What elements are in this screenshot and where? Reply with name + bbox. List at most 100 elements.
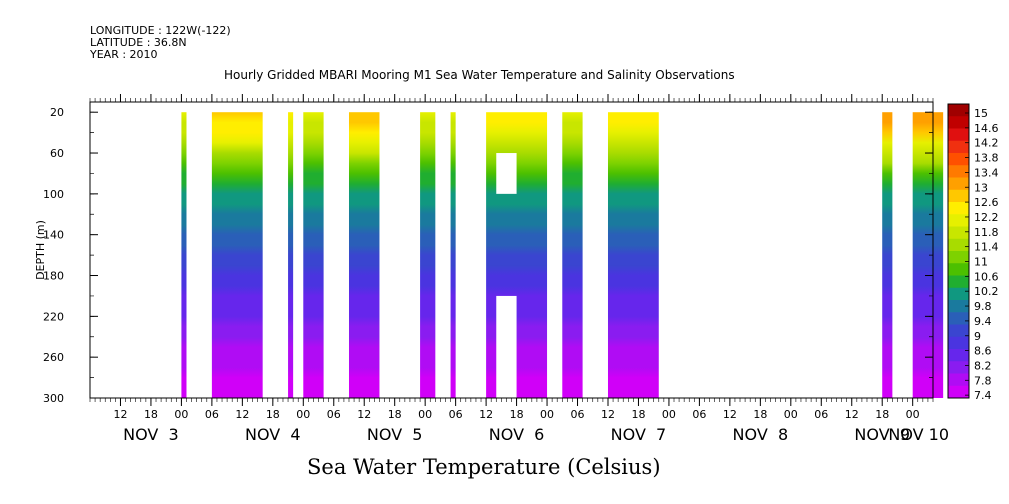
data-segment	[882, 112, 893, 398]
x-tick-label: 06	[571, 408, 585, 421]
colorbar-label: 8.2	[974, 359, 992, 372]
colorbar-swatch	[948, 263, 969, 276]
chart-title: Hourly Gridded MBARI Mooring M1 Sea Wate…	[224, 68, 735, 82]
colorbar-label: 7.8	[974, 374, 992, 387]
x-tick-label: 00	[174, 408, 188, 421]
colorbar-label: 14.2	[974, 137, 999, 150]
x-tick-label: 18	[510, 408, 524, 421]
x-tick-label: 06	[449, 408, 463, 421]
x-tick-label: 06	[692, 408, 706, 421]
y-tick-label: 140	[43, 229, 64, 242]
x-tick-label: 12	[235, 408, 249, 421]
x-day-label: NOV 10	[888, 425, 949, 444]
x-axis-label: Sea Water Temperature (Celsius)	[307, 455, 661, 479]
colorbar-swatch	[948, 177, 969, 191]
data-segment	[912, 112, 944, 398]
x-tick-label: 18	[875, 408, 889, 421]
colorbar-swatch	[948, 165, 969, 178]
colorbar-swatch	[948, 385, 969, 399]
colorbar-label: 11.4	[974, 241, 999, 254]
colorbar-label: 12.2	[974, 211, 999, 224]
colorbar-swatch	[948, 140, 969, 154]
colorbar-label: 13.4	[974, 166, 999, 179]
colorbar-label: 10.6	[974, 270, 999, 283]
x-tick-label: 00	[784, 408, 798, 421]
colorbar-swatch	[948, 153, 969, 166]
x-day-label: NOV 4	[245, 425, 301, 444]
x-day-label: NOV 7	[611, 425, 667, 444]
x-day-label: NOV 9	[854, 425, 910, 444]
colorbar-swatch	[948, 238, 969, 252]
colorbar-swatch	[948, 336, 969, 350]
colorbar-label: 9.8	[974, 300, 992, 313]
year-label: YEAR : 2010	[90, 48, 158, 61]
x-tick-label: 12	[357, 408, 371, 421]
colorbar-swatch	[948, 116, 969, 129]
data-gap	[496, 295, 517, 398]
y-tick-label: 100	[43, 188, 64, 201]
x-tick-label: 00	[662, 408, 676, 421]
colorbar-swatch	[948, 226, 969, 240]
y-tick-label: 60	[50, 147, 64, 160]
colorbar-frame	[947, 103, 970, 399]
longitude-label: LONGITUDE : 122W(-122)	[90, 24, 231, 37]
data-segment	[420, 112, 436, 398]
colorbar-label: 11.8	[974, 226, 999, 239]
colorbar-swatch	[948, 128, 969, 142]
colorbar-swatch	[948, 324, 969, 338]
data-segment	[607, 112, 659, 398]
data-segment	[303, 112, 324, 398]
colorbar-swatch	[948, 202, 969, 215]
colorbar-label: 7.4	[974, 389, 992, 402]
y-tick-label: 260	[43, 351, 64, 364]
x-tick-label: 18	[266, 408, 280, 421]
colorbar-swatch	[948, 312, 969, 325]
colorbar-swatch	[948, 275, 969, 289]
x-day-label: NOV 6	[489, 425, 545, 444]
colorbar-label: 9	[974, 330, 981, 343]
colorbar-swatch	[948, 251, 969, 264]
data-segment	[211, 112, 263, 398]
data-segment	[450, 112, 456, 398]
x-tick-label: 06	[205, 408, 219, 421]
x-tick-label: 00	[296, 408, 310, 421]
colorbar-swatch	[948, 214, 969, 227]
y-axis-label: DEPTH (m)	[34, 220, 47, 280]
x-tick-label: 12	[845, 408, 859, 421]
y-tick-label: 180	[43, 270, 64, 283]
x-tick-label: 12	[723, 408, 737, 421]
x-tick-label: 12	[601, 408, 615, 421]
colorbar-swatch	[948, 361, 969, 374]
colorbar-swatch	[948, 349, 969, 362]
colorbar-label: 15	[974, 107, 988, 120]
colorbar-swatch	[948, 104, 969, 117]
colorbar-label: 8.6	[974, 345, 992, 358]
y-tick-label: 20	[50, 106, 64, 119]
x-tick-label: 18	[631, 408, 645, 421]
colorbar-label: 12.6	[974, 196, 999, 209]
x-day-label: NOV 8	[733, 425, 789, 444]
data-segment	[288, 112, 294, 398]
x-tick-label: 06	[327, 408, 341, 421]
x-tick-label: 00	[418, 408, 432, 421]
x-tick-label: 18	[388, 408, 402, 421]
x-day-label: NOV 3	[123, 425, 179, 444]
x-day-label: NOV 5	[367, 425, 423, 444]
y-tick-label: 300	[43, 392, 64, 405]
colorbar-swatch	[948, 300, 969, 313]
x-tick-label: 18	[753, 408, 767, 421]
latitude-label: LATITUDE : 36.8N	[90, 36, 187, 49]
x-tick-label: 00	[540, 408, 554, 421]
colorbar-label: 13	[974, 181, 988, 194]
colorbar-swatch	[948, 373, 969, 387]
x-tick-label: 12	[113, 408, 127, 421]
colorbar-label: 14.6	[974, 122, 999, 135]
colorbar-label: 13.8	[974, 152, 999, 165]
x-tick-label: 18	[144, 408, 158, 421]
colorbar-swatch	[948, 189, 969, 203]
data-segment	[348, 112, 380, 398]
x-tick-label: 06	[814, 408, 828, 421]
colorbar-label: 11	[974, 256, 988, 269]
x-tick-label: 12	[479, 408, 493, 421]
